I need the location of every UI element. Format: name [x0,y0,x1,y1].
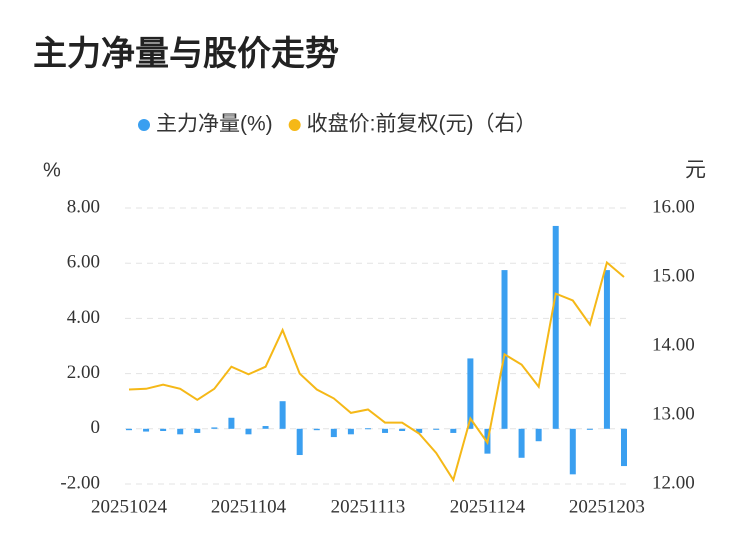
bar [603,270,610,429]
bar [433,428,440,430]
y2-tick-label: 12.00 [652,472,695,493]
bar [211,427,218,429]
y2-tick-label: 15.00 [652,265,695,286]
legend-swatch [288,119,301,131]
bar [313,428,320,431]
bar [160,428,167,432]
bar [399,428,406,432]
y-tick-label: 8.00 [67,196,100,217]
x-tick-label: 20251104 [211,496,287,517]
bar [228,417,235,429]
bar [279,401,286,429]
bar [382,428,389,433]
y-tick-label: -2.00 [60,472,100,493]
y2-tick-label: 13.00 [652,403,695,424]
bar [416,428,423,433]
bar [552,225,559,429]
bar [569,428,576,475]
x-tick-label: 20251113 [331,496,406,517]
bar [177,428,184,435]
bar [501,270,508,429]
y2-tick-label: 16.00 [652,196,695,217]
x-tick-label: 20251024 [91,496,168,517]
x-tick-label: 20251124 [450,496,526,517]
legend-label: 收盘价:前复权(元)（右） [307,113,537,136]
bar [467,358,474,429]
bar [518,428,525,458]
bar [586,428,593,430]
y-tick-label: 4.00 [67,307,100,328]
bar [364,428,371,430]
bar [126,428,132,431]
y-tick-label: 2.00 [67,362,100,383]
bar [143,428,150,432]
price-line [128,260,625,483]
y-axis-label: % [43,159,61,181]
x-tick-label: 20251203 [569,496,645,517]
bar [245,428,252,435]
legend-label: 主力净量(%) [156,113,273,136]
y-tick-label: 6.00 [67,252,100,273]
y2-tick-label: 14.00 [652,334,695,355]
y2-axis-label: 元 [685,159,706,182]
bar [262,426,269,429]
bar [621,428,627,467]
bar [347,428,354,435]
legend: 主力净量(%) 收盘价:前复权(元)（右） [138,113,537,136]
chart-title: 主力净量与股价走势 [33,35,339,73]
y-tick-label: 0 [91,417,101,438]
legend-swatch [138,119,150,131]
bar [450,428,457,433]
bar [194,428,201,433]
bar [330,428,337,438]
bar [296,428,303,456]
bar [535,428,542,442]
